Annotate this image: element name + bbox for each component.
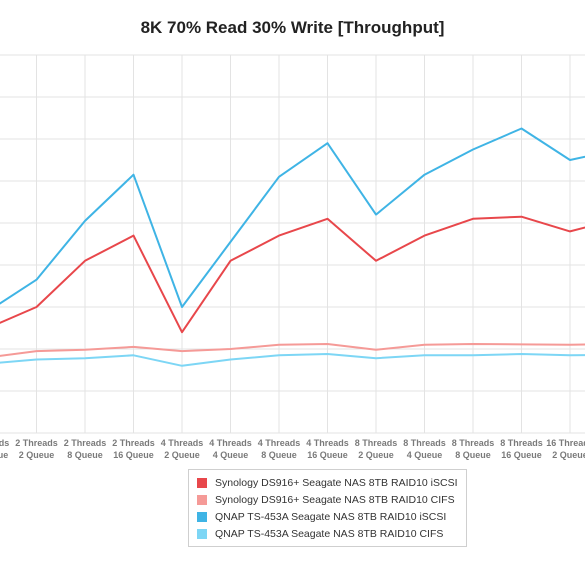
x-tick-label: 16 Threads <box>546 438 585 448</box>
x-tick-label: 8 Threads <box>403 438 446 448</box>
legend-label: Synology DS916+ Seagate NAS 8TB RAID10 C… <box>215 493 455 506</box>
x-tick-label: 8 Threads <box>355 438 398 448</box>
x-tick-label: 8 Queue <box>67 450 103 460</box>
series-line-1 <box>0 215 585 334</box>
x-tick-label: 4 Threads <box>161 438 204 448</box>
x-tick-label: 4 Threads <box>258 438 301 448</box>
x-tick-label: 16 Queue <box>113 450 154 460</box>
series-line-3 <box>0 127 585 308</box>
x-tick-label: 8 Threads <box>500 438 543 448</box>
x-tick-label: 2 Queue <box>164 450 200 460</box>
x-tick-label: 2 Queue <box>358 450 394 460</box>
x-tick-label: 1 Threads <box>0 438 9 448</box>
x-tick-label: 4 Queue <box>407 450 443 460</box>
legend-label: QNAP TS-453A Seagate NAS 8TB RAID10 iSCS… <box>215 510 447 523</box>
x-tick-label: 4 Threads <box>209 438 252 448</box>
x-tick-label: 2 Threads <box>112 438 155 448</box>
x-tick-label: 2 Threads <box>15 438 58 448</box>
legend-label: QNAP TS-453A Seagate NAS 8TB RAID10 CIFS <box>215 527 444 540</box>
legend-swatch <box>197 528 207 539</box>
x-tick-label: 16 Queue <box>0 450 8 460</box>
series-line-2 <box>0 343 585 357</box>
x-tick-label: 4 Queue <box>213 450 249 460</box>
legend-label: Synology DS916+ Seagate NAS 8TB RAID10 i… <box>215 476 458 489</box>
x-tick-label: 16 Queue <box>501 450 542 460</box>
legend-item: QNAP TS-453A Seagate NAS 8TB RAID10 iSCS… <box>197 508 458 525</box>
legend-item: Synology DS916+ Seagate NAS 8TB RAID10 i… <box>197 474 458 491</box>
x-tick-label: 2 Threads <box>64 438 107 448</box>
legend-swatch <box>197 511 207 522</box>
series-lines <box>0 127 585 367</box>
legend-swatch <box>197 494 207 505</box>
x-tick-label: 4 Threads <box>306 438 349 448</box>
legend-item: QNAP TS-453A Seagate NAS 8TB RAID10 CIFS <box>197 525 458 542</box>
legend: Synology DS916+ Seagate NAS 8TB RAID10 i… <box>188 469 467 547</box>
chart-title: 8K 70% Read 30% Write [Throughput] <box>140 18 445 37</box>
x-tick-label: 8 Threads <box>452 438 495 448</box>
legend-swatch <box>197 477 207 488</box>
gridlines <box>0 54 585 434</box>
x-tick-label: 16 Queue <box>307 450 348 460</box>
x-tick-label: 8 Queue <box>261 450 297 460</box>
x-tick-labels: 1 Threads 16 Queue 2 Threads 2 Queue 2 Threa… <box>0 438 585 460</box>
x-tick-label: 8 Queue <box>455 450 491 460</box>
series-line-4 <box>0 353 585 367</box>
x-tick-label: 2 Queue <box>19 450 55 460</box>
x-tick-label: 2 Queue <box>552 450 585 460</box>
legend-item: Synology DS916+ Seagate NAS 8TB RAID10 C… <box>197 491 458 508</box>
